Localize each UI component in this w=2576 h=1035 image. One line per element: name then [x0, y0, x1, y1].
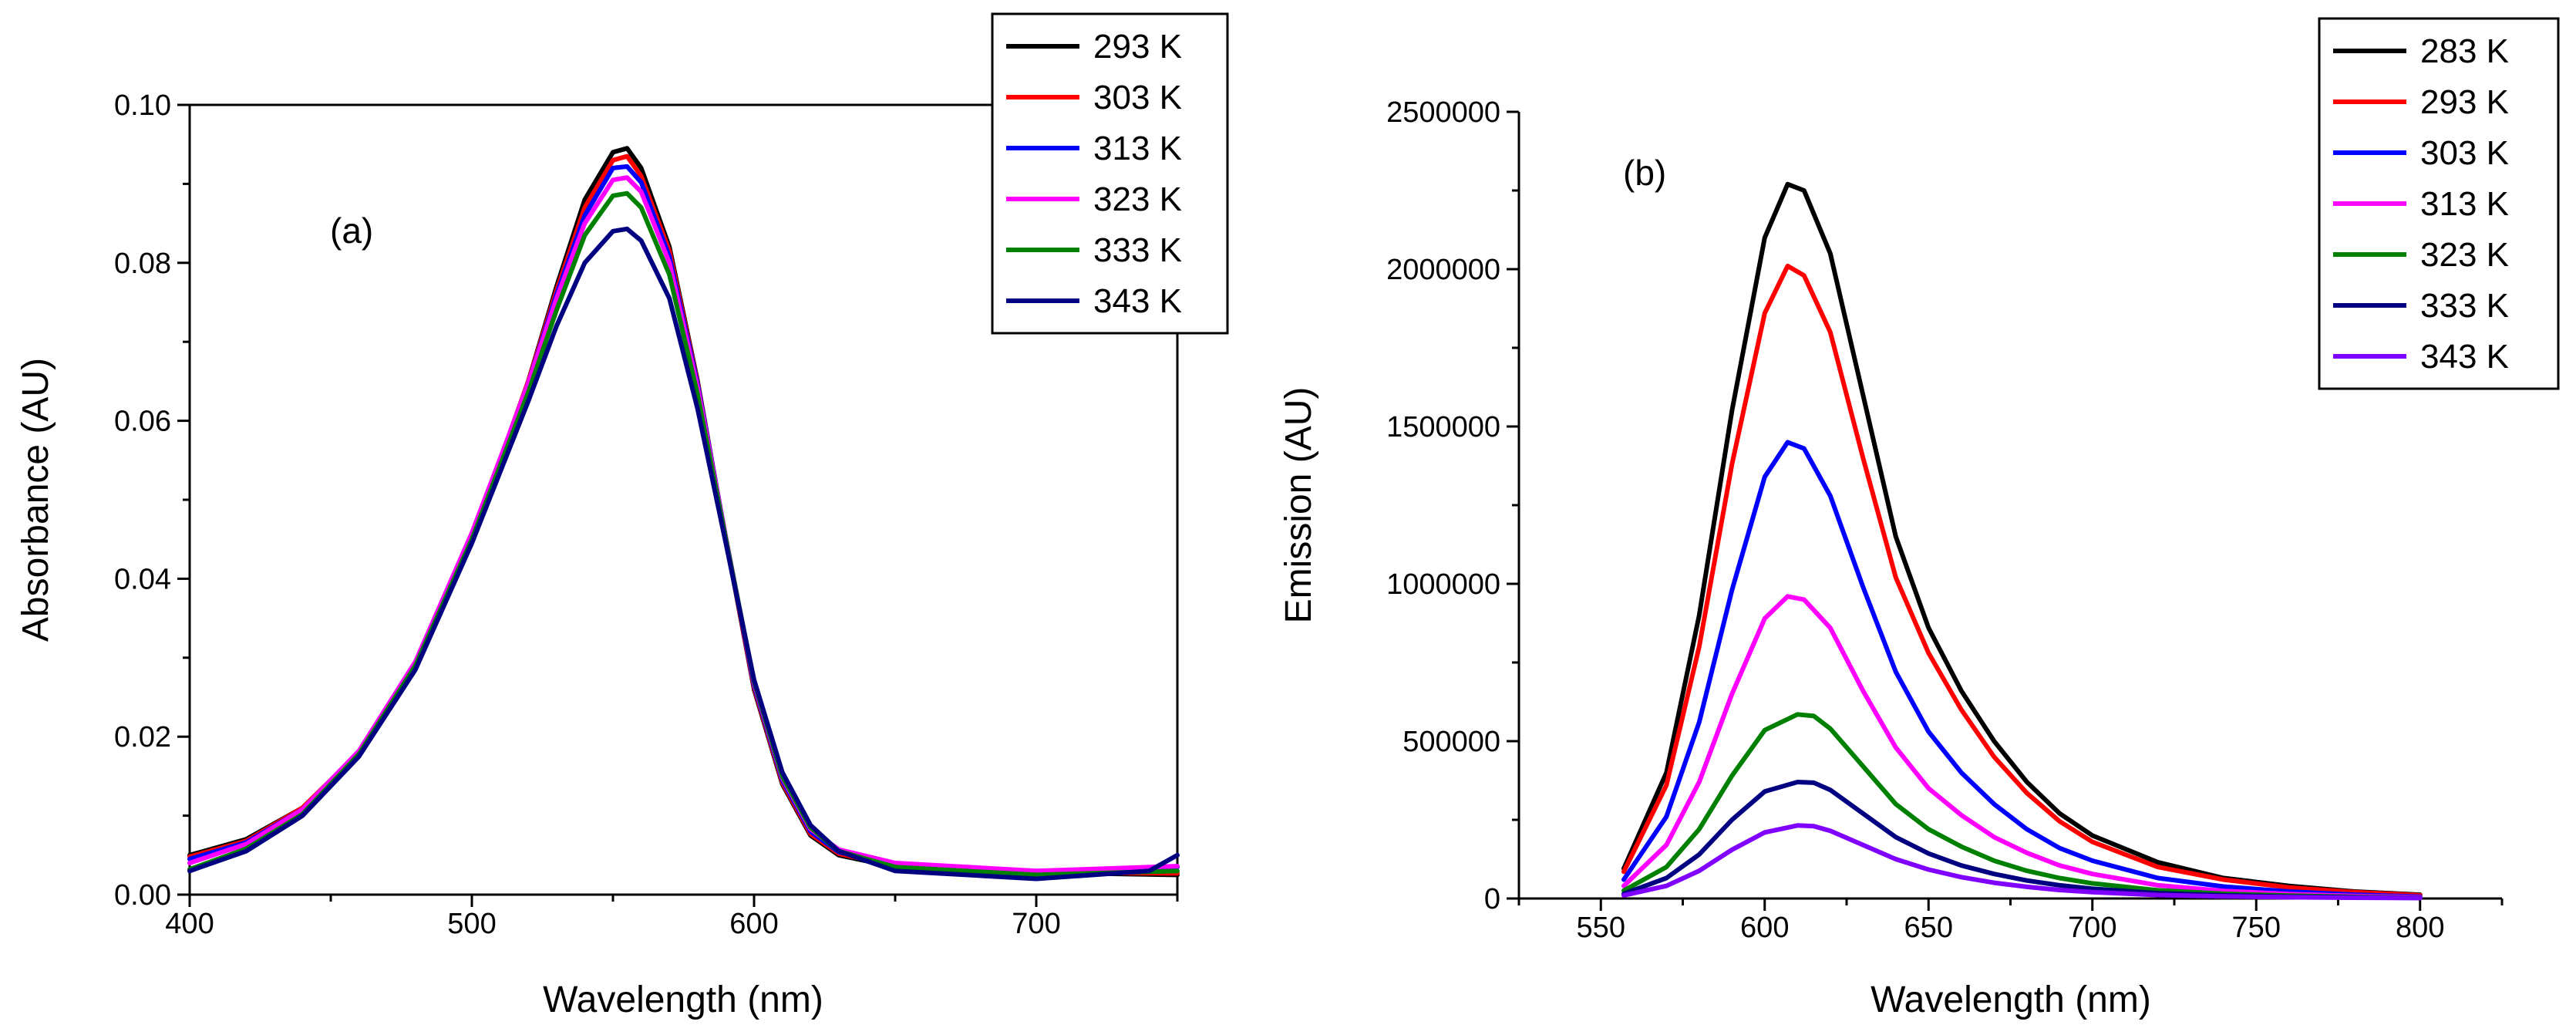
plot-a-legend-label: 293 K: [1093, 28, 1182, 66]
plot-b-series: [1621, 181, 2423, 901]
plot-a-y-axis-title: Absorbance (AU): [15, 358, 56, 642]
plot-a-legend-label: 343 K: [1093, 282, 1182, 320]
plot-b-x-axis-title: Wavelength (nm): [1871, 979, 2151, 1020]
panel-b-emission: 550 600 650 700 750 800 0 500000 1000000 1500000 2…: [1278, 17, 2560, 1020]
plot-b-series-303k: [1621, 440, 2423, 899]
plot-b-x-tick-label: 750: [2232, 912, 2281, 944]
plot-b-y-tick-label: 1000000: [1386, 568, 1500, 601]
plot-b-y-tick-label: 1500000: [1386, 411, 1500, 443]
plot-b-x-tick-label: 550: [1577, 912, 1625, 944]
plot-a-y-tick-label: 0.08: [114, 248, 171, 280]
plot-b-series-323k: [1621, 712, 2423, 900]
plot-a-x-axis-title: Wavelength (nm): [543, 979, 823, 1020]
plot-b-legend-label: 293 K: [2420, 83, 2509, 121]
plot-a-legend-label: 323 K: [1093, 180, 1182, 218]
plot-b-series-333k: [1621, 780, 2423, 901]
plot-b-legend: 283 K 293 K 303 K 313 K 323 K 333 K 343 K: [2318, 17, 2560, 390]
plot-b-legend-label: 303 K: [2420, 134, 2509, 172]
plot-b-y-tick-label: 2000000: [1386, 254, 1500, 286]
plot-a-panel-label: (a): [330, 211, 373, 251]
panel-a-absorbance: 400 500 600 700 0.00 0.02 0.04 0.06 0.08 0.10 Wav…: [15, 12, 1229, 1020]
plot-a-y-tick-label: 0.00: [114, 879, 171, 912]
plot-b-legend-label: 283 K: [2420, 32, 2509, 70]
plot-a-y-tick-label: 0.06: [114, 406, 171, 438]
plot-a-ticks: 400 500 600 700 0.00 0.02 0.04 0.06 0.08 0.10: [114, 89, 1179, 940]
plot-a-x-tick-label: 700: [1012, 908, 1060, 940]
plot-a-series: [187, 146, 1180, 882]
plot-a-x-tick-label: 600: [729, 908, 778, 940]
plot-b-legend-label: 323 K: [2420, 236, 2509, 274]
plot-a-legend-box: [991, 12, 1229, 335]
plot-a-legend-label: 313 K: [1093, 130, 1182, 167]
plot-b-ticks: 550 600 650 700 750 800 0 500000 1000000 1500000 2…: [1386, 96, 2504, 944]
plot-a-legend-label: 333 K: [1093, 231, 1182, 269]
plot-b-x-tick-label: 700: [2068, 912, 2116, 944]
plot-a-x-tick-label: 500: [447, 908, 496, 940]
plot-a-y-tick-label: 0.10: [114, 89, 171, 122]
plot-b-panel-label: (b): [1623, 153, 1666, 193]
plot-b-legend-label: 313 K: [2420, 185, 2509, 223]
plot-b-legend-label: 333 K: [2420, 287, 2509, 325]
plot-b-series-313k: [1621, 594, 2423, 900]
plot-b-series-283k: [1621, 181, 2423, 898]
plot-b-y-axis-title: Emission (AU): [1278, 387, 1319, 624]
plot-b-y-tick-label: 2500000: [1386, 96, 1500, 129]
plot-a-legend: 293 K 303 K 313 K 323 K 333 K 343 K: [991, 12, 1229, 335]
plot-b-y-tick-label: 500000: [1402, 726, 1500, 758]
plot-b-series-293k: [1621, 263, 2423, 898]
plot-b-x-tick-label: 600: [1740, 912, 1789, 944]
plot-b-y-tick-label: 0: [1484, 883, 1500, 915]
plot-b-series-343k: [1621, 823, 2423, 901]
plot-a-x-tick-label: 400: [165, 908, 214, 940]
plot-b-x-tick-label: 800: [2396, 912, 2444, 944]
plot-a-y-tick-label: 0.02: [114, 721, 171, 753]
plot-a-series-343k: [187, 226, 1180, 882]
plot-a-legend-label: 303 K: [1093, 79, 1182, 116]
plot-b-x-tick-label: 650: [1904, 912, 1953, 944]
plot-b-legend-label: 343 K: [2420, 338, 2509, 376]
plot-a-y-tick-label: 0.04: [114, 563, 171, 595]
